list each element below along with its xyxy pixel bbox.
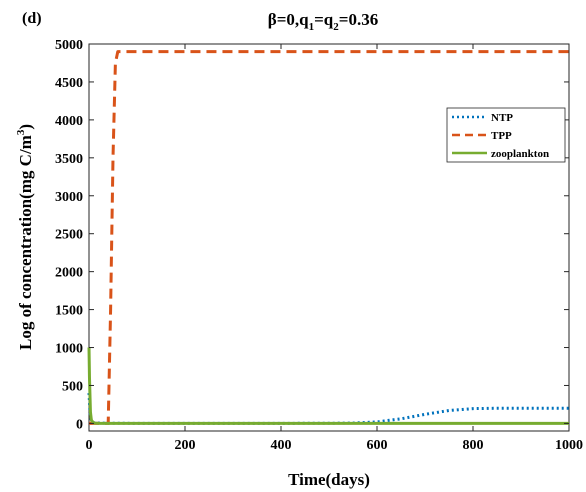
legend-label-ntp: NTP xyxy=(491,112,513,124)
title-part-main: β=0,q xyxy=(268,10,309,29)
title-part-val: =0.36 xyxy=(339,10,378,29)
y-tick-label: 1500 xyxy=(55,304,83,319)
y-tick-label: 5000 xyxy=(55,38,83,53)
legend: NTP TPP zooplankton xyxy=(446,107,566,163)
chart-title: β=0,q1=q2=0.36 xyxy=(268,10,378,33)
title-sub-1: 1 xyxy=(309,21,315,33)
title-part-eq: =q xyxy=(314,10,334,29)
x-tick-label: 1000 xyxy=(555,438,583,453)
x-tick-label: 800 xyxy=(463,438,484,453)
y-tick-label: 1000 xyxy=(55,342,83,357)
title-sub-2: 2 xyxy=(333,21,339,33)
y-axis-title: Log of concentration(mg C/m3) xyxy=(15,124,35,350)
x-axis-title: Time(days) xyxy=(288,470,370,489)
x-tick-label: 400 xyxy=(271,438,292,453)
y-tick-label: 3000 xyxy=(55,190,83,205)
y-tick-label: 500 xyxy=(62,379,83,394)
y-tick-label: 2000 xyxy=(55,266,83,281)
y-tick-label: 3500 xyxy=(55,152,83,167)
y-tick-label: 0 xyxy=(76,417,83,432)
y-title-sup: 3 xyxy=(15,129,27,135)
y-title-main: Log of concentration(mg C/m xyxy=(16,135,35,350)
series-line-zooplankton xyxy=(87,347,569,425)
y-tick-label: 4000 xyxy=(55,114,83,129)
legend-label-zooplankton: zooplankton xyxy=(491,148,549,160)
ticks-layer: 0 200 400 600 800 1000 0 500 1000 1500 2000 2500 300… xyxy=(55,38,583,453)
plot-area xyxy=(88,43,570,432)
y-tick-label: 4500 xyxy=(55,76,83,91)
x-tick-label: 600 xyxy=(367,438,388,453)
x-tick-label: 0 xyxy=(86,438,93,453)
y-title-close: ) xyxy=(16,124,35,130)
legend-label-tpp: TPP xyxy=(491,130,512,142)
series-layer xyxy=(87,50,569,425)
y-tick-label: 2500 xyxy=(55,228,83,243)
plot-frame xyxy=(88,43,570,432)
x-tick-label: 200 xyxy=(175,438,196,453)
panel-label: (d) xyxy=(22,10,42,27)
